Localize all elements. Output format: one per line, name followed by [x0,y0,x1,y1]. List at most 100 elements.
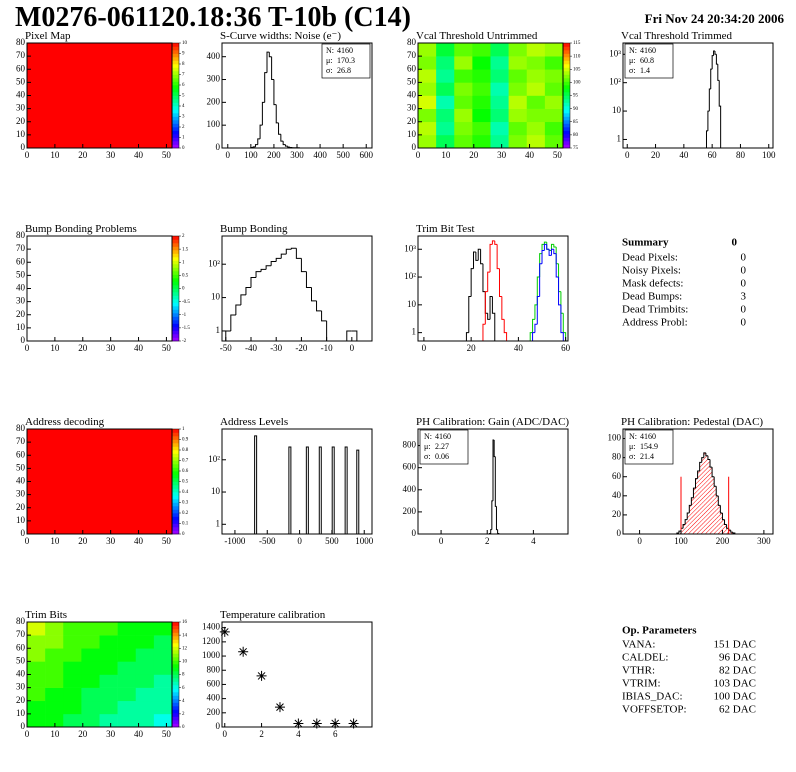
stats-box [321,43,371,79]
plot [26,42,181,149]
histogram-step [532,332,535,341]
histogram-step [261,101,265,126]
heatmap-cell [436,121,455,136]
palette [172,106,179,110]
z-tick-label: 0.5 [182,480,189,485]
histogram-step [497,529,500,534]
heatmap-cell [81,622,100,636]
histogram-step [546,244,550,250]
histogram-step [280,253,287,259]
histogram-step [278,122,281,135]
y-tick-label: 60 [16,449,26,459]
heatmap-cell [544,82,564,96]
palette [172,464,179,468]
palette [172,713,179,717]
plot [26,235,181,342]
heatmap-cell [436,69,455,83]
heatmap-cell [508,121,528,136]
x-tick-label: 0 [350,343,355,353]
histogram-step [709,459,713,468]
date: Fri Nov 24 20:34:20 2006 [645,11,785,26]
palette [563,53,570,58]
spike [344,446,348,534]
z-tick-label: 1.5 [182,247,189,252]
heatmap-cell [472,108,491,123]
heatmap-cell [472,95,491,109]
heatmap-cell [526,108,546,123]
chart-title: Bump Bonding Problems [25,223,137,235]
y-tick-label: 1400 [202,622,221,632]
palette [563,99,570,103]
frame [622,428,774,535]
z-tick-label: 0.1 [182,522,189,527]
palette [172,299,179,303]
palette [172,60,179,65]
histogram-step [711,467,715,478]
palette [172,116,179,121]
palette [172,246,179,251]
chart-title: PH Calibration: Gain (ADC/DAC) [416,416,569,428]
y-tick-label: 20 [16,309,26,319]
stats-name: σ: [629,66,636,75]
heatmap-cell [454,82,473,96]
stats-box [419,429,469,465]
op-label: VTRIM: [622,678,661,690]
palette [172,439,179,444]
heatmap-cell [135,648,155,662]
palette [172,46,179,51]
heatmap-cell [490,108,509,123]
z-tick-label: 85 [573,120,579,125]
x-tick-label: -30 [270,343,282,353]
y-tick-label: 10 [16,322,26,332]
chart-title: Temperature calibration [220,609,326,621]
palette [172,81,179,86]
x-tick-label: 40 [134,343,144,353]
z-tick-label: 0 [182,287,185,292]
palette [172,695,179,700]
bar-fill [697,471,700,534]
heatmap-cell [63,648,82,662]
x-tick-label: 30 [106,150,116,160]
palette [172,92,179,96]
bar-fill [726,528,729,534]
plot [221,235,373,342]
frame [26,235,173,342]
bar-fill [728,530,731,534]
z-tick-label: 0 [182,725,185,730]
palette [172,488,179,493]
histogram-step [562,313,567,341]
y-tick-label: 10² [208,258,220,268]
x-tick-label: 20 [78,343,88,353]
stats-value: 4160 [640,432,656,441]
histogram-step [473,251,476,269]
op-label: IBIAS_DAC: [622,691,683,703]
op-label: VANA: [622,639,655,651]
palette [172,678,179,682]
y-tick-label: 200 [403,506,417,516]
y-tick-label: 100 [608,433,622,443]
heatmap-cell [63,687,82,702]
summary-total: 0 [732,237,738,249]
palette [172,120,179,124]
op-label: VOFFSETOP: [622,704,687,716]
heatmap-cell [490,121,509,136]
y-tick-label: 80 [16,616,26,626]
heatmap-cell [472,134,491,149]
histogram-step [558,277,561,306]
palette [172,443,179,447]
heatmap-cell [117,635,137,649]
histogram-step [532,318,535,333]
summary-label: Dead Trimbits: [622,304,688,316]
histogram-step [490,529,492,534]
palette [563,113,570,117]
x-tick-label: -40 [245,343,257,353]
heatmap-cell [45,713,64,728]
y-tick-label: 50 [16,655,26,665]
heatmap-cell [117,661,137,675]
palette [172,71,179,75]
summary-value: 3 [741,291,747,303]
y-tick-label: 70 [407,50,417,60]
histogram-step [470,268,474,297]
x-tick-label: 30 [106,729,116,739]
